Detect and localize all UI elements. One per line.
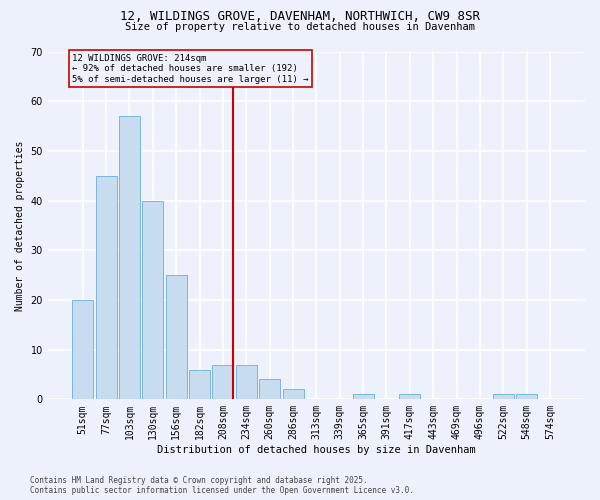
Bar [142, 200, 163, 400]
Text: 12, WILDINGS GROVE, DAVENHAM, NORTHWICH, CW9 8SR: 12, WILDINGS GROVE, DAVENHAM, NORTHWICH,… [120, 10, 480, 23]
Text: Contains HM Land Registry data © Crown copyright and database right 2025.
Contai: Contains HM Land Registry data © Crown c… [30, 476, 414, 495]
Bar [259, 380, 280, 400]
Bar [166, 275, 187, 400]
Bar [72, 300, 93, 400]
Y-axis label: Number of detached properties: Number of detached properties [15, 140, 25, 310]
Bar [493, 394, 514, 400]
X-axis label: Distribution of detached houses by size in Davenham: Distribution of detached houses by size … [157, 445, 476, 455]
Bar [283, 390, 304, 400]
Bar [236, 364, 257, 400]
Text: Size of property relative to detached houses in Davenham: Size of property relative to detached ho… [125, 22, 475, 32]
Bar [119, 116, 140, 400]
Bar [189, 370, 210, 400]
Bar [95, 176, 116, 400]
Bar [516, 394, 537, 400]
Bar [400, 394, 421, 400]
Bar [353, 394, 374, 400]
Text: 12 WILDINGS GROVE: 214sqm
← 92% of detached houses are smaller (192)
5% of semi-: 12 WILDINGS GROVE: 214sqm ← 92% of detac… [72, 54, 309, 84]
Bar [212, 364, 233, 400]
